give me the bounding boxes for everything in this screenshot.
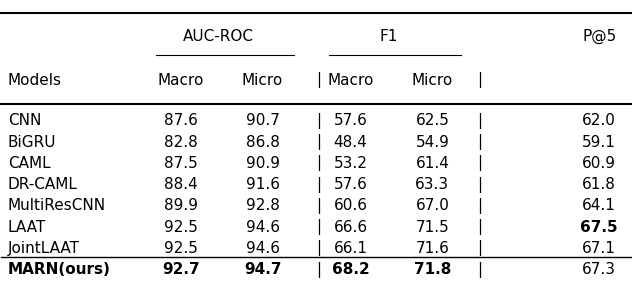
Text: Macro: Macro bbox=[157, 73, 204, 88]
Text: 67.3: 67.3 bbox=[582, 262, 616, 277]
Text: |: | bbox=[317, 198, 322, 214]
Text: |: | bbox=[317, 177, 322, 193]
Text: |: | bbox=[477, 219, 482, 235]
Text: |: | bbox=[477, 198, 482, 214]
Text: BiGRU: BiGRU bbox=[8, 135, 56, 150]
Text: |: | bbox=[477, 155, 482, 171]
Text: |: | bbox=[477, 240, 482, 256]
Text: 64.1: 64.1 bbox=[582, 198, 616, 213]
Text: 90.7: 90.7 bbox=[246, 113, 279, 128]
Text: 66.1: 66.1 bbox=[334, 241, 368, 256]
Text: 48.4: 48.4 bbox=[334, 135, 367, 150]
Text: 94.7: 94.7 bbox=[244, 262, 281, 277]
Text: F1: F1 bbox=[379, 29, 398, 44]
Text: LAAT: LAAT bbox=[8, 220, 46, 235]
Text: 89.9: 89.9 bbox=[164, 198, 198, 213]
Text: 53.2: 53.2 bbox=[334, 156, 368, 171]
Text: |: | bbox=[477, 177, 482, 193]
Text: 94.6: 94.6 bbox=[245, 220, 279, 235]
Text: |: | bbox=[317, 219, 322, 235]
Text: 68.2: 68.2 bbox=[332, 262, 370, 277]
Text: 59.1: 59.1 bbox=[582, 135, 616, 150]
Text: 57.6: 57.6 bbox=[334, 113, 368, 128]
Text: Macro: Macro bbox=[327, 73, 374, 88]
Text: |: | bbox=[317, 155, 322, 171]
Text: 71.5: 71.5 bbox=[415, 220, 449, 235]
Text: Micro: Micro bbox=[242, 73, 283, 88]
Text: 67.0: 67.0 bbox=[415, 198, 449, 213]
Text: CAML: CAML bbox=[8, 156, 51, 171]
Text: 92.8: 92.8 bbox=[246, 198, 279, 213]
Text: 62.0: 62.0 bbox=[582, 113, 616, 128]
Text: MARN(ours): MARN(ours) bbox=[8, 262, 111, 277]
Text: P@5: P@5 bbox=[582, 29, 616, 44]
Text: 91.6: 91.6 bbox=[245, 177, 279, 192]
Text: 71.6: 71.6 bbox=[415, 241, 449, 256]
Text: 92.7: 92.7 bbox=[162, 262, 200, 277]
Text: Micro: Micro bbox=[412, 73, 453, 88]
Text: 87.5: 87.5 bbox=[164, 156, 198, 171]
Text: CNN: CNN bbox=[8, 113, 41, 128]
Text: 67.5: 67.5 bbox=[580, 220, 618, 235]
Text: |: | bbox=[477, 262, 482, 277]
Text: |: | bbox=[317, 72, 322, 88]
Text: 90.9: 90.9 bbox=[245, 156, 279, 171]
Text: AUC-ROC: AUC-ROC bbox=[183, 29, 254, 44]
Text: 60.9: 60.9 bbox=[582, 156, 616, 171]
Text: 63.3: 63.3 bbox=[415, 177, 449, 192]
Text: |: | bbox=[477, 72, 482, 88]
Text: 94.6: 94.6 bbox=[245, 241, 279, 256]
Text: |: | bbox=[317, 240, 322, 256]
Text: 71.8: 71.8 bbox=[414, 262, 451, 277]
Text: 86.8: 86.8 bbox=[246, 135, 279, 150]
Text: MultiResCNN: MultiResCNN bbox=[8, 198, 106, 213]
Text: 92.5: 92.5 bbox=[164, 241, 198, 256]
Text: 54.9: 54.9 bbox=[415, 135, 449, 150]
Text: |: | bbox=[317, 134, 322, 150]
Text: Models: Models bbox=[8, 73, 62, 88]
Text: 88.4: 88.4 bbox=[164, 177, 198, 192]
Text: DR-CAML: DR-CAML bbox=[8, 177, 78, 192]
Text: 61.4: 61.4 bbox=[415, 156, 449, 171]
Text: JointLAAT: JointLAAT bbox=[8, 241, 80, 256]
Text: 92.5: 92.5 bbox=[164, 220, 198, 235]
Text: |: | bbox=[317, 262, 322, 277]
Text: 61.8: 61.8 bbox=[582, 177, 616, 192]
Text: |: | bbox=[477, 113, 482, 129]
Text: 66.6: 66.6 bbox=[334, 220, 368, 235]
Text: |: | bbox=[317, 113, 322, 129]
Text: 67.1: 67.1 bbox=[582, 241, 616, 256]
Text: 57.6: 57.6 bbox=[334, 177, 368, 192]
Text: |: | bbox=[477, 134, 482, 150]
Text: 62.5: 62.5 bbox=[415, 113, 449, 128]
Text: 82.8: 82.8 bbox=[164, 135, 198, 150]
Text: 87.6: 87.6 bbox=[164, 113, 198, 128]
Text: 60.6: 60.6 bbox=[334, 198, 368, 213]
